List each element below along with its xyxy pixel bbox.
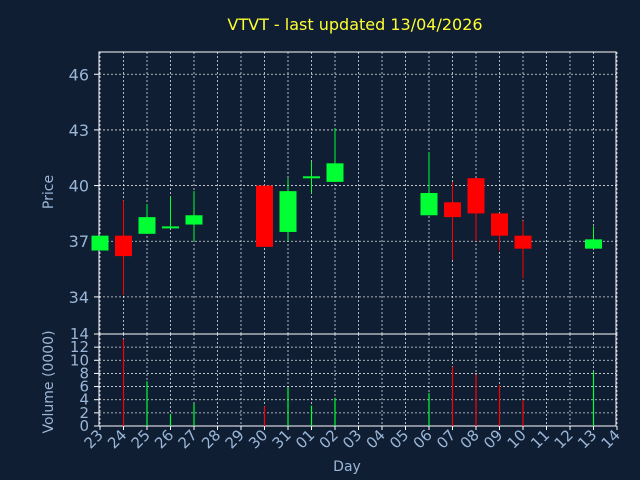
price-panel: 34 37 40 43 46 <box>69 51 618 335</box>
candle-body <box>420 193 438 216</box>
candle-body <box>514 235 532 249</box>
volume-tick-label: 8 <box>79 364 89 382</box>
candle-body <box>444 202 461 218</box>
chart-title: VTVT - last updated 13/04/2026 <box>227 15 482 34</box>
volume-tick-label: 4 <box>79 391 89 409</box>
volume-tick-label: 0 <box>79 417 89 435</box>
price-tick-label: 40 <box>69 177 89 196</box>
volume-tick-label: 10 <box>70 351 89 369</box>
volume-plot-frame <box>98 333 617 427</box>
candle-body <box>279 191 297 232</box>
candle-body <box>585 239 602 249</box>
candle-body <box>326 163 344 182</box>
volume-axis-label: Volume (0000) <box>41 330 57 433</box>
candle-body <box>162 226 179 229</box>
candle-body <box>491 213 508 236</box>
candle-body <box>138 217 156 234</box>
candle-body <box>91 235 109 251</box>
price-tick-label: 37 <box>69 232 89 251</box>
price-tick-label: 43 <box>69 121 89 140</box>
candle-body <box>256 185 273 247</box>
price-axis-label: Price <box>41 175 57 209</box>
price-tick-label: 46 <box>69 65 89 84</box>
volume-tick-label: 12 <box>70 338 89 356</box>
x-axis-label: Day <box>333 459 361 475</box>
volume-tick-label: 6 <box>79 378 89 396</box>
candle-body <box>467 178 485 214</box>
candle-body <box>115 235 132 257</box>
candle-body <box>185 215 203 225</box>
candle-body <box>303 176 320 179</box>
price-tick-label: 34 <box>69 288 89 307</box>
volume-tick-label: 2 <box>79 404 89 422</box>
volume-tick-label: 14 <box>70 325 89 343</box>
